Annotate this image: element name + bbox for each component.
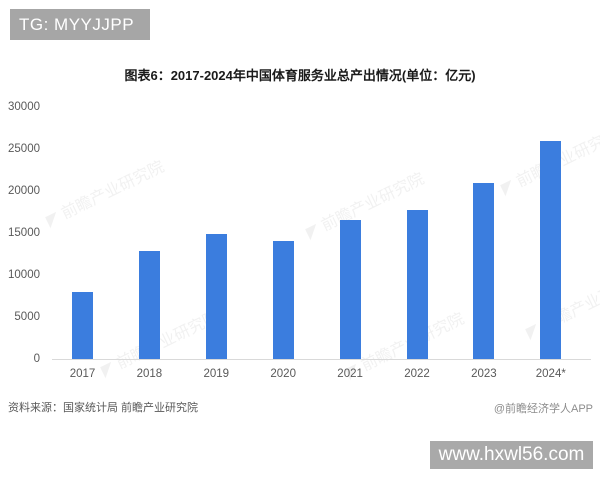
x-tick-label: 2024*	[535, 368, 566, 380]
x-axis-line	[52, 359, 591, 360]
watermark-text: ◤ 前瞻产业研究院	[43, 158, 168, 231]
credit-note: @前瞻经济学人APP	[493, 403, 593, 415]
bar-2020	[272, 240, 294, 359]
chart-title: 图表6：2017-2024年中国体育服务业总产出情况(单位：亿元)	[124, 68, 476, 83]
tg-overlay-badge: TG: MYYJJPP	[10, 9, 150, 40]
bar-2024	[540, 140, 562, 359]
bar-2021	[339, 220, 361, 359]
x-tick-label: 2017	[69, 368, 96, 380]
y-tick-label: 15000	[8, 226, 40, 239]
y-tick-label: 30000	[8, 100, 40, 113]
x-tick-label: 2022	[404, 368, 430, 380]
y-tick-label: 5000	[14, 310, 40, 323]
x-tick-label: 2018	[136, 368, 163, 380]
x-tick-label: 2020	[270, 368, 296, 380]
x-tick-label: 2023	[471, 368, 497, 380]
data-source-note: 资料来源：国家统计局 前瞻产业研究院	[8, 402, 199, 414]
y-tick-label: 10000	[8, 268, 40, 281]
website-overlay-badge: www.hxwl56.com	[430, 441, 593, 469]
bar-2017	[72, 291, 93, 359]
y-tick-label: 20000	[8, 184, 40, 197]
bar-2022	[406, 210, 428, 359]
bar-2018	[138, 251, 160, 359]
bar-2023	[473, 182, 495, 359]
x-tick-label: 2021	[337, 368, 363, 380]
y-tick-label: 25000	[8, 142, 40, 155]
bar-2019	[205, 233, 227, 359]
x-tick-label: 2019	[203, 368, 230, 380]
y-tick-label: 0	[33, 352, 40, 365]
